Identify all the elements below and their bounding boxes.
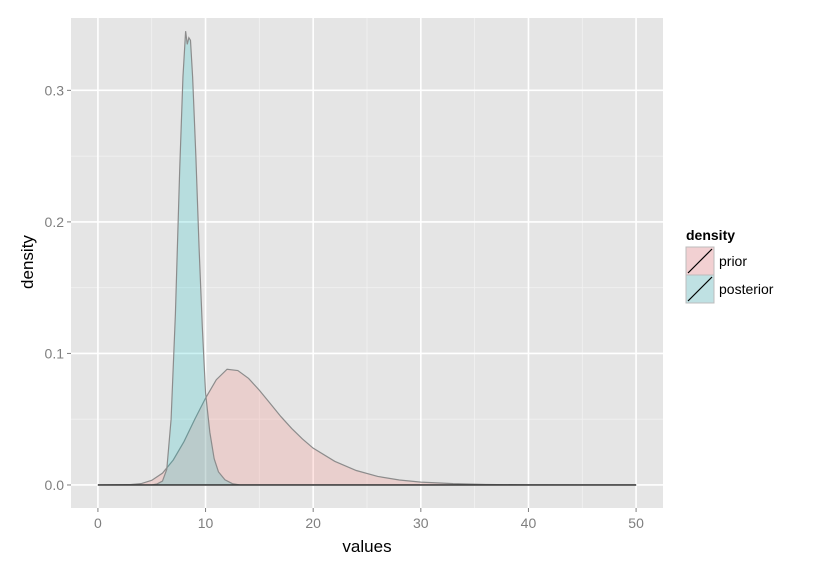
legend-swatch-line-prior bbox=[687, 248, 713, 274]
density-areas bbox=[97, 31, 637, 486]
y-tick-label: 0.0 bbox=[45, 477, 65, 493]
y-axis-ticks: 0.0 0.1 0.2 0.3 bbox=[45, 82, 71, 493]
y-axis-title: density bbox=[18, 235, 37, 289]
x-tick-label: 50 bbox=[628, 515, 644, 531]
legend-key-prior: prior bbox=[685, 246, 747, 276]
legend: density prior posterior bbox=[685, 227, 774, 304]
y-tick-label: 0.3 bbox=[45, 82, 65, 98]
legend-label-prior: prior bbox=[719, 253, 747, 269]
minor-gridlines bbox=[71, 18, 663, 508]
x-axis-ticks: 0 10 20 30 40 50 bbox=[94, 508, 644, 531]
x-tick-label: 40 bbox=[521, 515, 537, 531]
legend-label-posterior: posterior bbox=[719, 281, 774, 297]
density-area-posterior bbox=[97, 31, 637, 486]
legend-swatch-line-posterior bbox=[687, 276, 713, 302]
y-tick-label: 0.2 bbox=[45, 214, 65, 230]
legend-title: density bbox=[686, 227, 735, 243]
x-tick-label: 20 bbox=[305, 515, 321, 531]
x-tick-label: 10 bbox=[198, 515, 214, 531]
x-tick-label: 30 bbox=[413, 515, 429, 531]
y-tick-label: 0.1 bbox=[45, 345, 65, 361]
legend-key-posterior: posterior bbox=[685, 274, 774, 304]
x-axis-title: values bbox=[342, 537, 391, 556]
x-tick-label: 0 bbox=[94, 515, 102, 531]
